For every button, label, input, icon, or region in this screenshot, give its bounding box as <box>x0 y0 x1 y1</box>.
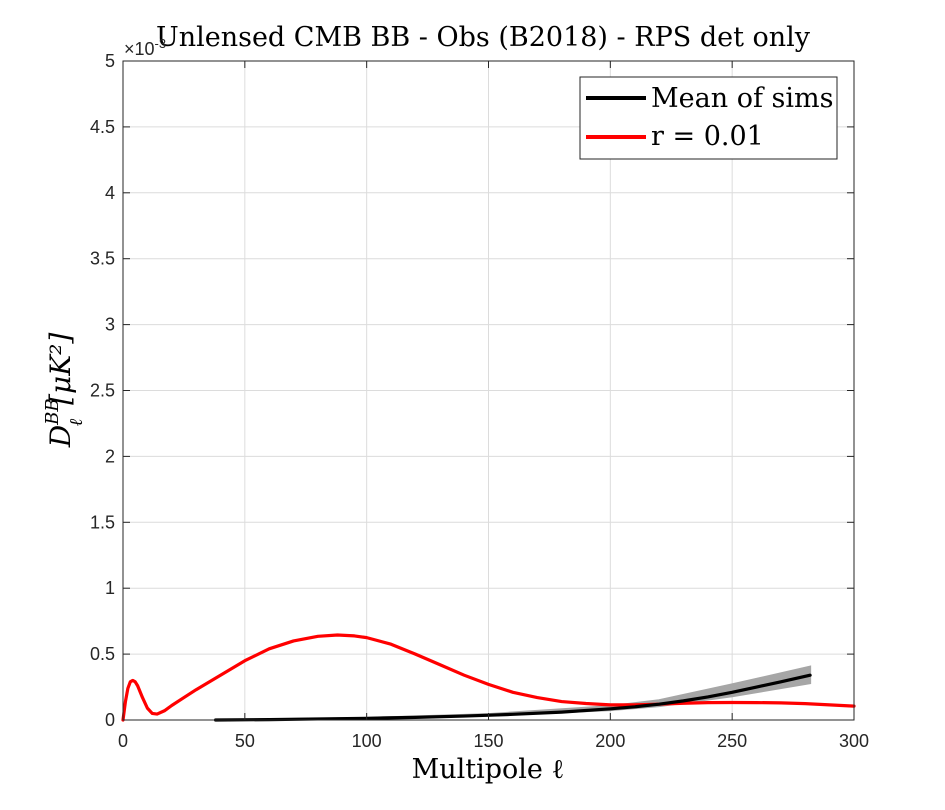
axes <box>122 60 855 721</box>
grid-lines <box>123 61 854 720</box>
y-tick-labels: 0 0.5 1 1.5 2 2.5 3 3.5 4 4.5 5 <box>90 51 115 730</box>
x-tick-label-3: 150 <box>473 731 503 751</box>
x-tick-label-6: 300 <box>839 731 869 751</box>
chart-title: Unlensed CMB BB - Obs (B2018) - RPS det … <box>156 22 811 53</box>
x-axis-label: Multipole ℓ <box>412 754 565 785</box>
x-tick-label-5: 250 <box>717 731 747 751</box>
y-tick-label-1: 0.5 <box>90 644 115 664</box>
y-tick-label-8: 4 <box>105 183 115 203</box>
y-tick-label-6: 3 <box>105 315 115 335</box>
x-tick-label-1: 50 <box>235 731 255 751</box>
y-tick-label-4: 2 <box>105 446 115 466</box>
x-tick-label-2: 100 <box>352 731 382 751</box>
series-line-r-0-01 <box>121 633 856 722</box>
series-line-mean-of-sims <box>213 673 812 722</box>
y-tick-label-10: 5 <box>105 51 115 71</box>
y-tick-label-5: 2.5 <box>90 381 115 401</box>
legend-label-mean: Mean of sims <box>651 83 833 114</box>
x-tick-label-4: 200 <box>595 731 625 751</box>
series-lines <box>121 633 856 722</box>
x-tick-label-0: 0 <box>118 731 128 751</box>
x-tick-labels: 0 50 100 150 200 250 300 <box>118 731 869 751</box>
legend: Mean of sims r = 0.01 <box>579 76 838 160</box>
y-exponent-label: ×10-3 <box>124 36 166 59</box>
y-tick-label-2: 1 <box>105 578 115 598</box>
y-tick-label-3: 1.5 <box>90 512 115 532</box>
y-tick-label-9: 4.5 <box>90 117 115 137</box>
legend-label-r: r = 0.01 <box>651 121 764 152</box>
y-tick-label-0: 0 <box>105 710 115 730</box>
legend-box <box>579 76 838 160</box>
y-axis-label: DBB ℓ[μK²] <box>42 333 87 449</box>
y-tick-label-7: 3.5 <box>90 249 115 269</box>
